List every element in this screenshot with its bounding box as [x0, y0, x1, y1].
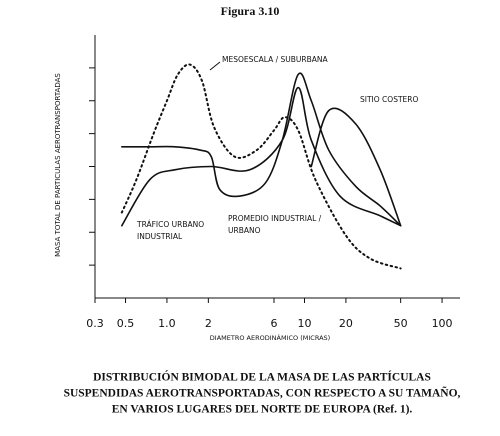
- series-label: INDUSTRIAL: [137, 232, 183, 241]
- caption: DISTRIBUCIÓN BIMODAL DE LA MASA DE LAS P…: [93, 370, 431, 384]
- x-tick-label: 50: [394, 317, 408, 330]
- caption: EN VARIOS LUGARES DEL NORTE DE EUROPA (R…: [112, 404, 413, 416]
- chart-title: Figura 3.10: [221, 4, 280, 18]
- data-line: [121, 72, 402, 227]
- x-tick-label: 10: [298, 317, 312, 330]
- series-label: URBANO: [228, 226, 261, 235]
- data-line: [120, 63, 402, 270]
- x-axis-label: DIAMETRO AERODINÁMICO (MICRAS): [210, 333, 330, 342]
- series-label: PROMEDIO INDUSTRIAL /: [228, 214, 322, 223]
- caption: SUSPENDIDAS AEROTRANSPORTADAS, CON RESPE…: [64, 386, 461, 400]
- x-tick-label: 1.0: [158, 317, 176, 330]
- series-label: TRÁFICO URBANO: [136, 220, 204, 229]
- x-tick-label: 0.5: [117, 317, 135, 330]
- x-tick-label: 0.3: [86, 317, 104, 330]
- data-line: [310, 107, 402, 227]
- x-tick-label: 100: [432, 317, 453, 330]
- y-axis-label: MASA TOTAL DE PARTICULAS AEROTRANSPORTAD…: [54, 73, 62, 257]
- series-label: SITIO COSTERO: [360, 95, 418, 104]
- leader-line: [209, 61, 221, 71]
- x-tick-label: 20: [339, 317, 353, 330]
- x-tick-label: 2: [205, 317, 212, 330]
- x-tick-label: 6: [270, 317, 277, 330]
- series-label: MESOESCALA / SUBURBANA: [222, 55, 328, 64]
